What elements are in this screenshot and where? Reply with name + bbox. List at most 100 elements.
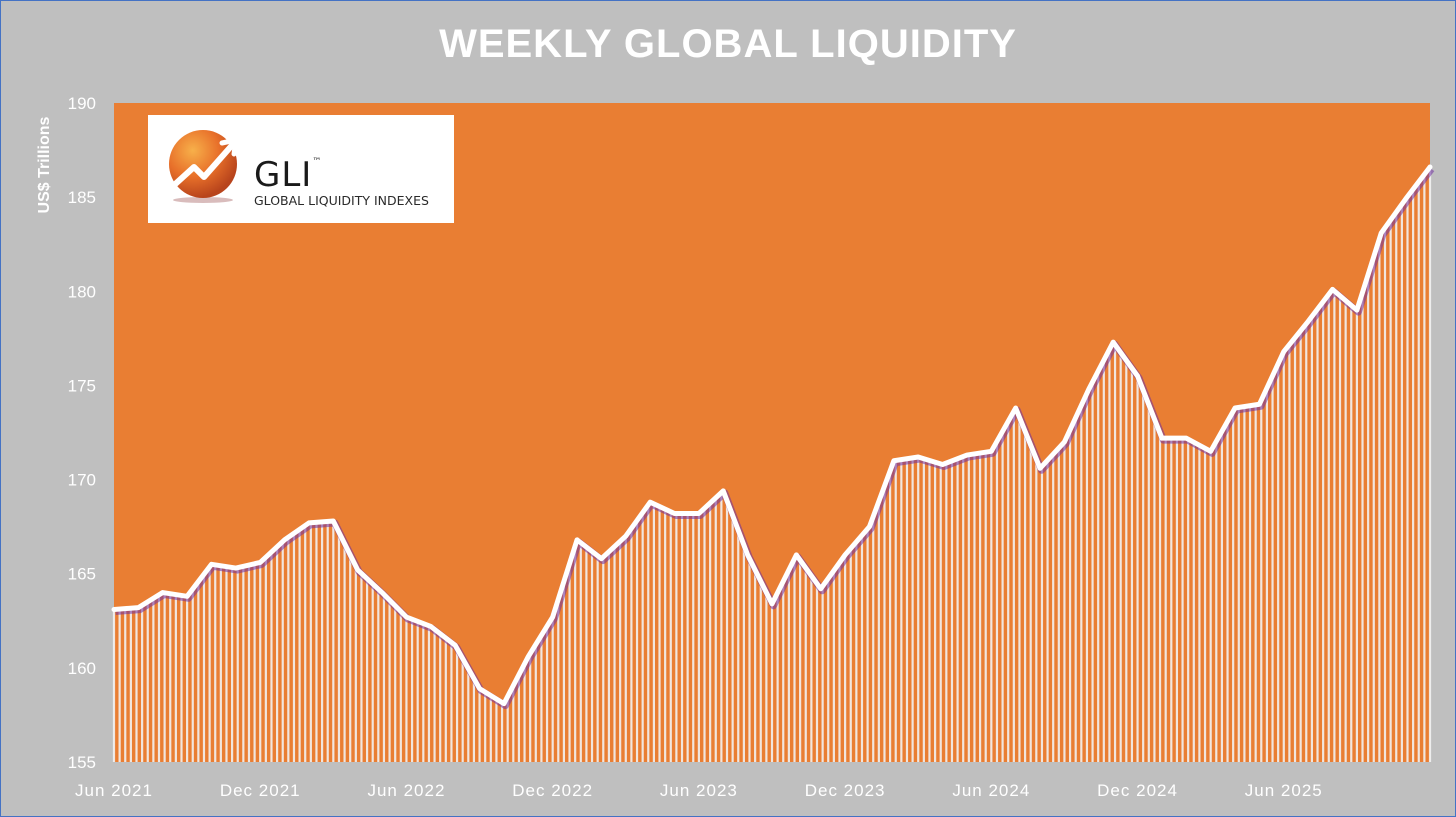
weekly-bar — [112, 609, 116, 762]
weekly-bar — [332, 520, 335, 762]
weekly-bar — [1226, 421, 1229, 762]
line-layer — [111, 164, 1435, 710]
weekly-bar — [1423, 174, 1426, 762]
weekly-bar — [225, 566, 228, 762]
weekly-bar — [860, 535, 864, 762]
weekly-bar — [995, 441, 999, 762]
y-tick-labels: 155 160 165 170 175 180 185 190 — [68, 94, 96, 772]
weekly-bar — [720, 492, 723, 762]
weekly-bar — [1271, 375, 1274, 762]
weekly-bar — [630, 528, 633, 762]
weekly-bar — [1316, 309, 1319, 762]
weekly-bar — [455, 648, 459, 762]
weekly-bar — [1350, 305, 1353, 762]
y-tick-label: 190 — [68, 94, 96, 113]
y-tick-label: 175 — [68, 376, 96, 395]
weekly-bar — [450, 642, 453, 762]
weekly-bar — [1412, 189, 1415, 762]
x-tick-label: Jun 2021 — [75, 781, 153, 800]
weekly-bar — [506, 696, 509, 762]
weekly-bar — [191, 588, 194, 762]
weekly-bar — [849, 548, 852, 762]
weekly-bar — [326, 521, 329, 762]
weekly-bar — [270, 551, 273, 762]
weekly-bar — [579, 542, 582, 762]
trend-up-icon — [169, 130, 239, 203]
weekly-bar — [1158, 433, 1162, 762]
weekly-bar — [962, 456, 965, 762]
weekly-bar — [709, 503, 712, 762]
weekly-bar — [343, 543, 346, 762]
weekly-bar — [202, 574, 206, 762]
weekly-bar — [1023, 431, 1027, 762]
weekly-bar — [208, 566, 211, 762]
weekly-bar — [118, 609, 121, 762]
weekly-bar — [410, 619, 414, 762]
weekly-bar — [152, 598, 155, 762]
weekly-bar — [1147, 404, 1150, 762]
weekly-bar — [1012, 411, 1015, 762]
weekly-bar — [973, 453, 976, 762]
weekly-bar — [427, 625, 431, 762]
weekly-bar — [236, 567, 239, 762]
weekly-bar — [354, 566, 357, 762]
x-tick-label: Dec 2023 — [805, 781, 886, 800]
weekly-bar — [534, 644, 537, 762]
weekly-bar — [568, 563, 571, 762]
weekly-bar — [872, 516, 875, 762]
weekly-bar — [135, 607, 138, 762]
y-tick-label: 170 — [68, 471, 96, 490]
weekly-bar — [1164, 438, 1167, 762]
weekly-bar — [799, 560, 802, 762]
weekly-bar — [1153, 419, 1156, 762]
weekly-bar — [827, 578, 830, 762]
y-tick-label: 160 — [68, 659, 96, 678]
weekly-bar — [388, 600, 391, 762]
weekly-bar — [978, 453, 982, 762]
x-tick-label: Dec 2024 — [1097, 781, 1178, 800]
weekly-bar — [647, 504, 650, 762]
weekly-bar — [1108, 349, 1111, 762]
weekly-bar — [259, 562, 262, 762]
weekly-bar — [754, 569, 757, 762]
weekly-bar — [1372, 256, 1375, 762]
weekly-bar — [1130, 368, 1134, 762]
weekly-bar — [844, 554, 847, 762]
weekly-bar — [933, 462, 937, 762]
weekly-bar — [472, 678, 476, 762]
logo-wordmark: GLI™ — [254, 155, 323, 195]
weekly-bar — [1389, 219, 1392, 762]
weekly-bar — [855, 541, 858, 762]
weekly-bar — [146, 601, 149, 762]
weekly-bar — [596, 555, 599, 762]
weekly-bar — [545, 626, 549, 762]
weekly-bar — [1035, 459, 1038, 762]
weekly-bar — [309, 522, 312, 762]
weekly-bar — [1007, 421, 1010, 762]
weekly-bar — [141, 605, 144, 762]
weekly-bar — [275, 546, 279, 762]
weekly-bar — [652, 503, 655, 762]
weekly-bar — [922, 458, 925, 762]
weekly-bar — [1367, 274, 1370, 762]
weekly-bar — [529, 653, 532, 762]
weekly-bar — [765, 592, 768, 762]
weekly-bar — [399, 611, 402, 762]
weekly-bar — [692, 513, 695, 762]
weekly-bar — [1080, 405, 1083, 762]
weekly-bar — [585, 547, 588, 762]
weekly-bar — [731, 515, 734, 762]
weekly-bar — [1417, 181, 1420, 763]
weekly-bar — [607, 551, 611, 762]
weekly-bar — [866, 528, 869, 762]
y-tick-label: 185 — [68, 188, 96, 207]
weekly-bar — [292, 533, 296, 762]
weekly-bar — [1203, 448, 1207, 762]
weekly-bar — [658, 506, 661, 762]
weekly-bar — [787, 569, 790, 762]
weekly-bar — [231, 567, 234, 762]
weekly-bar — [613, 546, 616, 762]
y-tick-label: 180 — [68, 282, 96, 301]
weekly-bar — [782, 581, 785, 762]
